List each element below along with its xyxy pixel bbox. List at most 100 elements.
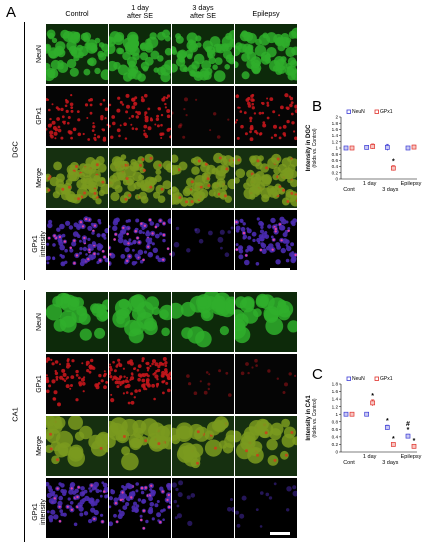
b-point-1-3 — [411, 144, 417, 150]
dgc-row-label-0: NeuN — [36, 45, 43, 63]
column-header-1: 1 day after SE — [127, 3, 153, 20]
b-point-1-0 — [349, 145, 355, 151]
c-annot-2-0: * — [392, 436, 395, 443]
ca1-micrograph-r3-c3 — [235, 478, 297, 538]
b-legend-swatch-0 — [346, 109, 351, 114]
b-xlabel-3days: 3 days — [382, 187, 398, 193]
dgc-micrograph-r3-c3 — [235, 210, 297, 270]
dgc-micrograph-r1-c2 — [172, 86, 234, 146]
ca1-row-label-0: NeuN — [36, 313, 43, 331]
dgc-row-label-1: GPx1 — [36, 107, 43, 125]
b-ytick-label-9: 1.8 — [332, 121, 339, 126]
b-point-1-2 — [390, 165, 396, 171]
ca1-row-label-1: GPx1 — [36, 375, 43, 393]
dgc-group-bar — [24, 22, 25, 280]
c-annot-0-0: * — [371, 393, 374, 400]
ca1-micrograph-r0-c0 — [46, 292, 108, 352]
b-ylabel-0: Intensity in DGC — [306, 124, 312, 171]
c-annot-3-1: # — [406, 421, 410, 428]
panel-c-letter: C — [312, 366, 323, 383]
b-annot-0-0: * — [392, 159, 395, 166]
column-header-2: 3 days after SE — [190, 3, 216, 20]
b-ytick-label-4: 0.8 — [332, 152, 339, 157]
ca1-micrograph-r3-c1 — [109, 478, 171, 538]
panel-a-letter: A — [6, 4, 17, 21]
ca1-micrograph-r1-c3 — [235, 354, 297, 414]
b-ytick-label-1: 0.2 — [332, 170, 339, 175]
ca1-group-label: CA1 — [10, 407, 20, 422]
b-ytick-label-7: 1.4 — [332, 133, 339, 138]
b-ytick-label-3: 0.6 — [332, 158, 339, 163]
b-ytick-label-2: 0.4 — [332, 164, 339, 169]
ca1-micrograph-r1-c1 — [109, 354, 171, 414]
c-annot-1-0: * — [386, 418, 389, 425]
c-ytick-label-0: 0 — [335, 450, 338, 455]
dgc-micrograph-r1-c0 — [46, 86, 108, 146]
c-point-0-0 — [343, 411, 349, 417]
ca1-intensity-chart: Intensity in CA1 (folds vs. Control) 0 0.2 0… — [306, 376, 422, 466]
ca1-micrograph-r0-c1 — [109, 292, 171, 352]
c-ytick-label-7: 1.4 — [332, 397, 339, 402]
dgc-micrograph-r3-c1 — [109, 210, 171, 270]
c-ytick-label-4: 0.8 — [332, 419, 339, 424]
c-point-1-1 — [370, 400, 376, 406]
c-ytick-label-8: 1.6 — [332, 389, 339, 394]
dgc-micrograph-r2-c0 — [46, 148, 108, 208]
column-header-0: Control — [65, 9, 89, 18]
dgc-micrograph-r0-c1 — [109, 24, 171, 84]
c-point-1-0 — [349, 411, 355, 417]
b-legend-swatch-1 — [374, 109, 379, 114]
c-legend-label-0: NeuN — [352, 376, 365, 382]
panel-b-letter: B — [312, 98, 323, 115]
c-point-0-3 — [405, 433, 411, 439]
b-xlabel-cont: Cont — [343, 187, 355, 193]
c-ylabel-1: (folds vs. Control) — [312, 398, 318, 438]
ca1-micrograph-r3-c2 — [172, 478, 234, 538]
dgc-micrograph-r3-c0 — [46, 210, 108, 270]
dgc-micrograph-r2-c3 — [235, 148, 297, 208]
b-point-0-2 — [384, 145, 390, 150]
b-ytick-label-5: 1 — [335, 146, 338, 151]
b-ytick-label-8: 1.6 — [332, 127, 339, 132]
b-ytick-label-6: 1.2 — [332, 139, 339, 144]
ca1-micrograph-r0-c3 — [235, 292, 297, 352]
c-annot-4-0: * — [413, 438, 416, 445]
b-xlabel-1day: 1 day — [363, 181, 377, 187]
c-xlabel-3days: 3 days — [382, 460, 398, 466]
dgc-micrograph-r1-c1 — [109, 86, 171, 146]
c-xlabel-1day: 1 day — [363, 454, 377, 460]
c-ytick-label-1: 0.2 — [332, 442, 339, 447]
b-point-0-1 — [364, 145, 370, 150]
dgc-intensity-chart: Intensity in DGC (folds vs. Control)00.20… — [306, 109, 422, 193]
b-point-0-0 — [343, 145, 349, 151]
dgc-micrograph-r2-c2 — [172, 148, 234, 208]
ca1-group-bar — [24, 290, 25, 542]
c-ytick-label-3: 0.6 — [332, 427, 339, 432]
c-ytick-label-6: 1.2 — [332, 404, 339, 409]
b-legend-label-1: GPx1 — [380, 109, 393, 115]
dgc-scale-bar — [270, 268, 290, 271]
b-xlabel-epilepsy: Epilepsy — [401, 181, 422, 187]
c-legend-swatch-0 — [346, 376, 351, 381]
ca1-micrograph-r1-c0 — [46, 354, 108, 414]
c-point-0-1 — [364, 411, 370, 417]
b-point-0-3 — [405, 145, 411, 151]
c-point-1-2 — [390, 442, 396, 447]
ca1-micrograph-r3-c0 — [46, 478, 108, 538]
c-point-0-2 — [384, 425, 390, 430]
b-legend-label-0: NeuN — [352, 109, 365, 115]
dgc-micrograph-r0-c2 — [172, 24, 234, 84]
c-legend-label-1: GPx1 — [380, 376, 393, 382]
ca1-micrograph-r2-c0 — [46, 416, 108, 476]
dgc-micrograph-r2-c1 — [109, 148, 171, 208]
c-point-1-3 — [411, 443, 417, 449]
dgc-micrograph-r0-c3 — [235, 24, 297, 84]
column-header-3: Epilepsy — [252, 9, 280, 18]
b-point-1-1 — [370, 144, 376, 149]
c-xlabel-cont: Cont — [343, 460, 355, 466]
dgc-group-label: DGC — [10, 141, 20, 158]
ca1-micrograph-r2-c1 — [109, 416, 171, 476]
ca1-row-label-2: Merge — [36, 436, 43, 456]
dgc-micrograph-r1-c3 — [235, 86, 297, 146]
dgc-micrograph-r3-c2 — [172, 210, 234, 270]
